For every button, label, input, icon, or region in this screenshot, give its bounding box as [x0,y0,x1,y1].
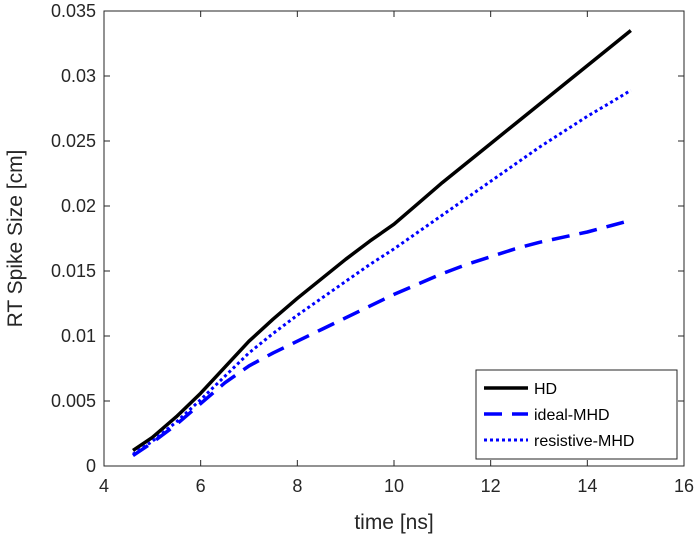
x-tick-label: 8 [292,476,302,496]
x-axis: 4 6 8 10 12 14 16 [99,11,694,496]
y-tick-label: 0.025 [51,131,96,151]
y-axis-label: RT Spike Size [cm] [4,150,27,328]
y-tick-label: 0 [86,456,96,476]
y-tick-label: 0.03 [61,66,96,86]
legend-label-ideal-mhd: ideal-MHD [534,407,610,424]
y-axis: 0 0.005 0.01 0.015 0.02 0.025 0.03 0.035 [51,1,684,476]
y-tick-label: 0.005 [51,391,96,411]
series-line-resistive-mhd [132,89,632,456]
legend-label-resistive-mhd: resistive-MHD [534,433,634,450]
series-line-hd [132,29,632,452]
legend: HD ideal-MHD resistive-MHD [475,369,678,460]
y-tick-label: 0.01 [61,326,96,346]
y-tick-label: 0.035 [51,1,96,21]
legend-box [475,369,678,460]
legend-label-hd: HD [534,381,557,398]
x-tick-label: 6 [196,476,206,496]
series-lines [132,29,632,458]
series-line-ideal-mhd [132,218,632,458]
x-axis-label: time [ns] [354,511,433,534]
x-tick-label: 12 [481,476,501,496]
y-tick-label: 0.02 [61,196,96,216]
y-tick-label: 0.015 [51,261,96,281]
x-tick-label: 10 [384,476,404,496]
x-tick-label: 14 [577,476,597,496]
x-tick-label: 16 [674,476,694,496]
x-tick-label: 4 [99,476,109,496]
